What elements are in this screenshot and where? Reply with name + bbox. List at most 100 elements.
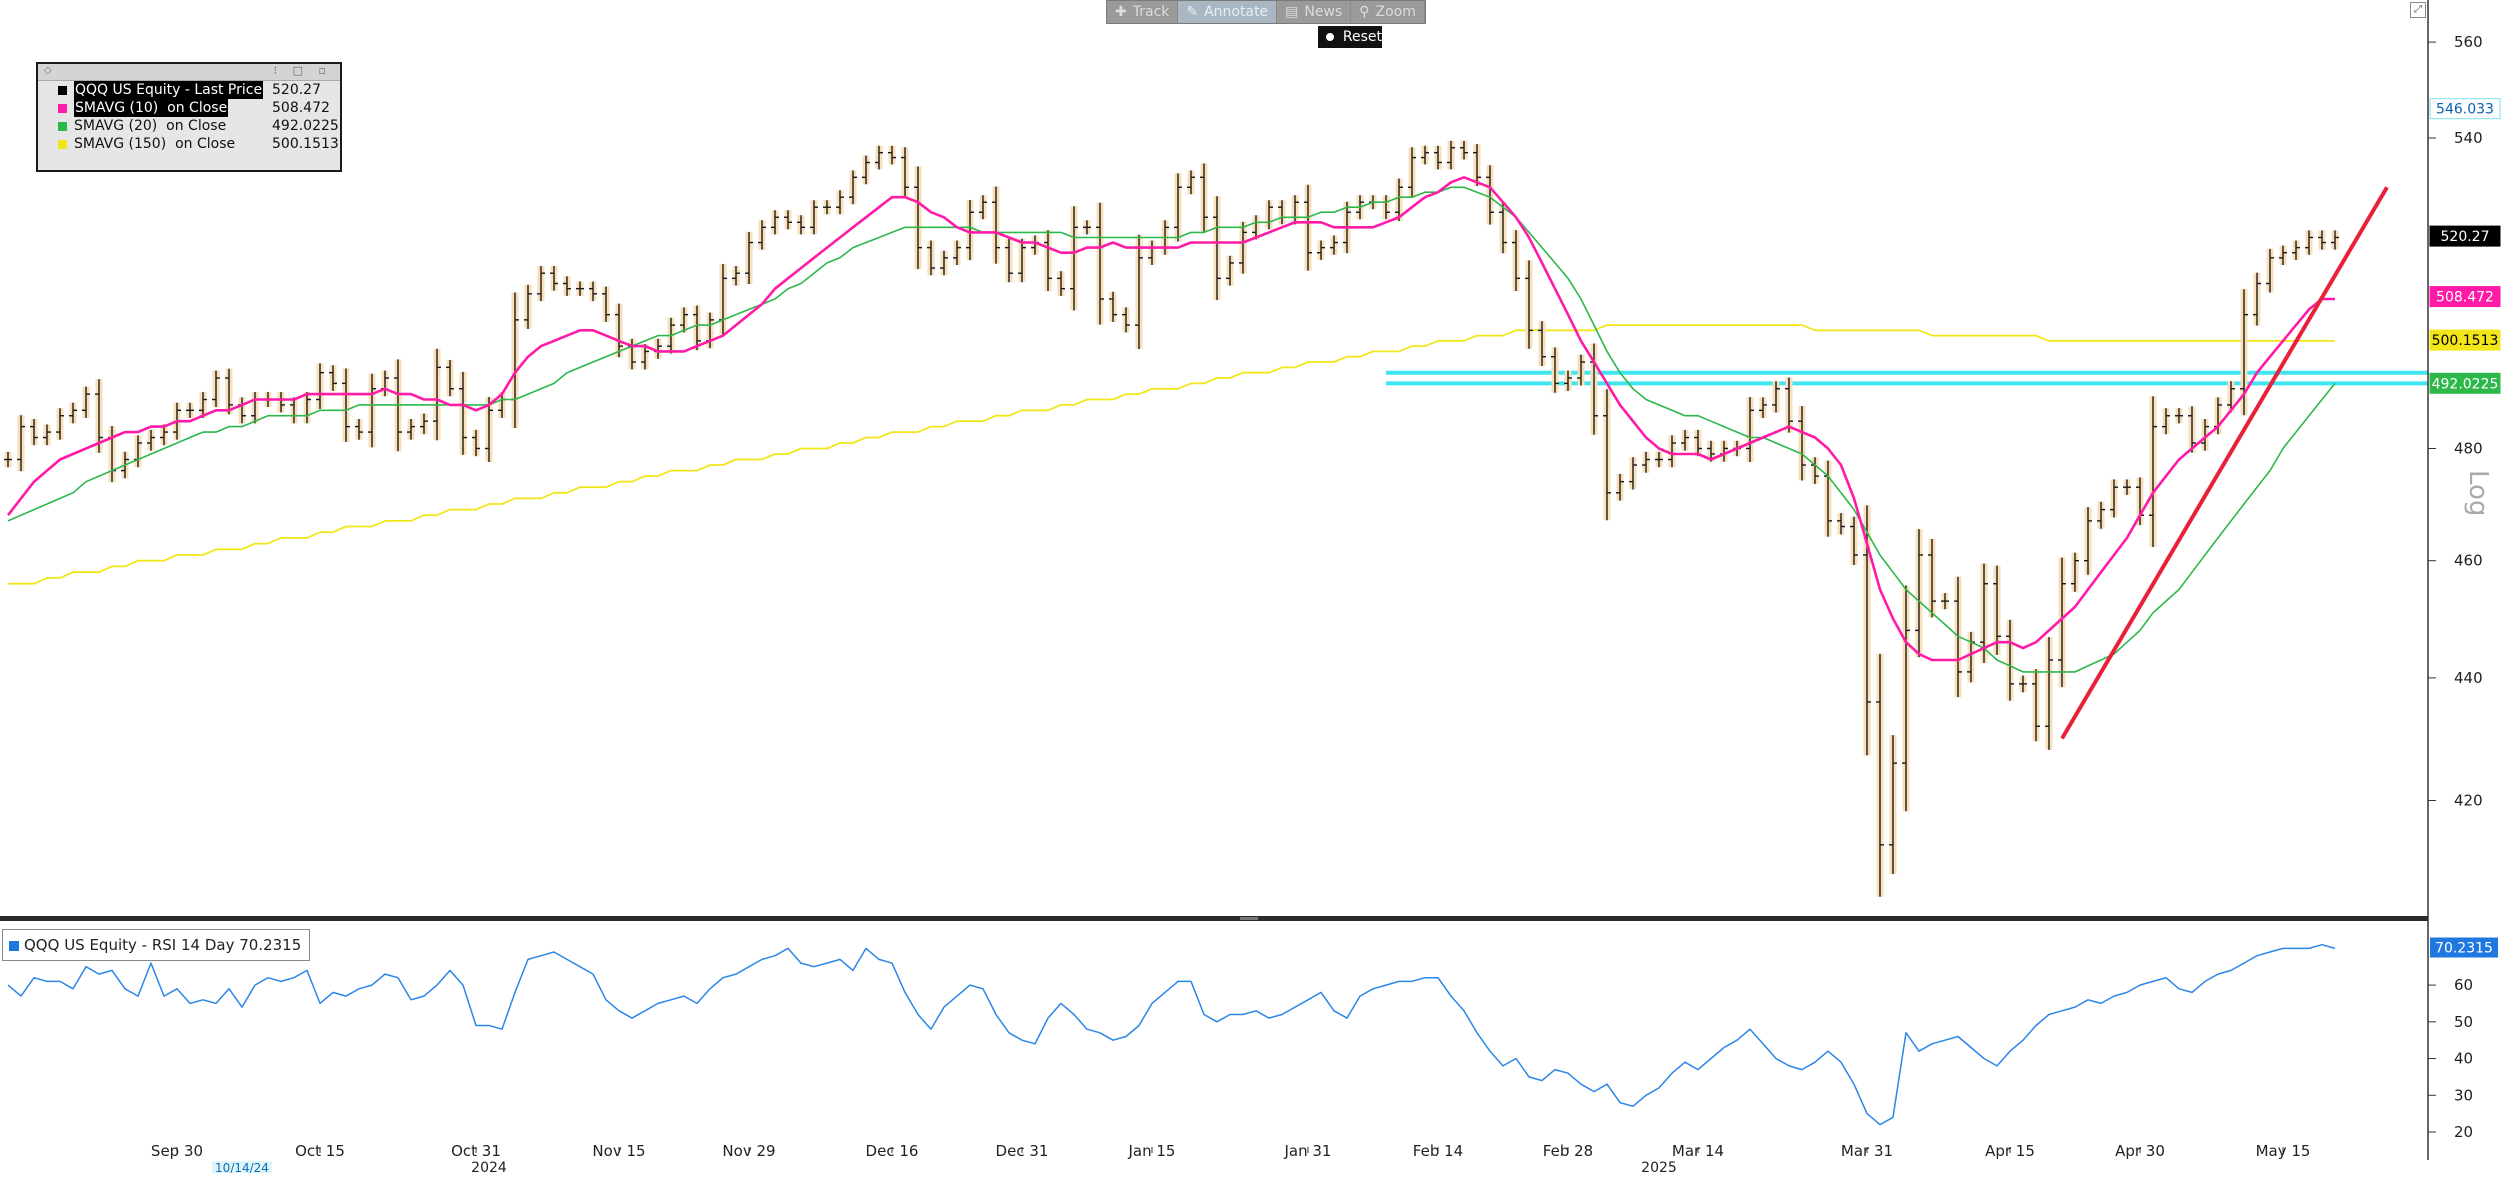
price-bar <box>1785 377 1793 433</box>
price-bar <box>1148 240 1156 265</box>
panel-divider <box>0 916 2428 921</box>
price-bar <box>2188 406 2196 453</box>
price-bar <box>1122 307 1130 333</box>
x-tick-label: Dec 31 <box>996 1142 1049 1160</box>
price-bar <box>1616 473 1624 501</box>
price-tag: 500.1513 <box>2432 333 2499 349</box>
rsi-tick-label: 50 <box>2454 1013 2473 1031</box>
price-tag: 520.27 <box>2441 229 2490 245</box>
price-bar <box>1473 144 1481 187</box>
price-bar <box>1668 435 1676 468</box>
legend-controls-icon[interactable]: ⁝ □ ▫ <box>273 64 332 77</box>
price-bar <box>524 284 532 330</box>
price-bar <box>277 391 285 413</box>
price-bar <box>56 408 64 440</box>
price-bar <box>1694 429 1702 457</box>
price-tag: 492.0225 <box>2432 376 2499 392</box>
price-bar <box>2032 669 2040 742</box>
price-bar <box>823 200 831 215</box>
legend-titlebar[interactable]: ◇ ⁝ □ ▫ <box>38 64 340 81</box>
price-bar <box>628 338 636 370</box>
maximize-icon[interactable]: ⤢ <box>2410 2 2426 18</box>
price-bar <box>1018 238 1026 283</box>
price-bar <box>784 210 792 230</box>
annotate-button[interactable]: ✎ Annotate <box>1178 1 1278 23</box>
rsi-legend[interactable]: QQQ US Equity - RSI 14 Day 70.2315 <box>2 929 311 961</box>
legend-item[interactable]: SMAVG (20) on Close 492.0225 <box>38 117 340 135</box>
price-bar <box>2123 479 2131 496</box>
price-bar <box>433 348 441 441</box>
legend-item[interactable]: SMAVG (10) on Close 508.472 <box>38 99 340 117</box>
price-bar <box>1824 460 1832 537</box>
x-tick-label: Mar 14 <box>1672 1142 1724 1160</box>
x-tick-label: Apr 30 <box>2115 1142 2165 1160</box>
price-bar <box>316 363 324 409</box>
price-bar <box>2162 408 2170 435</box>
price-bar <box>1603 389 1611 521</box>
price-bar <box>1642 451 1650 473</box>
price-bar <box>186 402 194 418</box>
price-bar <box>1278 200 1286 225</box>
price-bar <box>1798 405 1806 481</box>
annotate-label: Annotate <box>1204 4 1269 20</box>
price-bar <box>446 359 454 397</box>
legend-swatch <box>58 104 67 113</box>
price-bar <box>1096 202 1104 325</box>
price-bar <box>797 215 805 235</box>
price-bar <box>537 266 545 302</box>
pencil-icon: ✎ <box>1186 4 1199 20</box>
price-bar <box>2084 507 2092 575</box>
legend-item[interactable]: QQQ US Equity - Last Price 520.27 <box>38 81 340 99</box>
track-button[interactable]: ✚ Track <box>1107 1 1179 23</box>
zoom-label: Zoom <box>1375 4 1416 20</box>
legend-box[interactable]: ◇ ⁝ □ ▫ QQQ US Equity - Last Price 520.2… <box>36 62 342 172</box>
x-tick-label: Nov 29 <box>722 1142 775 1160</box>
price-bar <box>589 281 597 302</box>
price-bar <box>1395 178 1403 222</box>
price-bar <box>134 435 142 468</box>
price-bar <box>641 344 649 370</box>
price-bar <box>1044 230 1052 291</box>
price-bar <box>199 391 207 418</box>
price-bar <box>2058 557 2066 688</box>
legend-label: QQQ US Equity - Last Price <box>74 81 264 99</box>
rsi-tick-label: 20 <box>2454 1123 2473 1141</box>
year-label: 2025 <box>1641 1160 1677 1173</box>
price-bar <box>1551 347 1559 393</box>
x-tick-label: Feb 14 <box>1413 1142 1463 1160</box>
price-bar <box>2045 637 2053 750</box>
price-tag-bg <box>2429 98 2501 120</box>
x-tick-label: Oct 31 <box>451 1142 501 1160</box>
price-bar <box>368 373 376 448</box>
price-bar <box>1499 201 1507 254</box>
price-bar <box>1655 451 1663 468</box>
price-bar <box>225 368 233 415</box>
price-bar <box>1811 457 1819 484</box>
price-bar <box>1486 165 1494 225</box>
price-bar <box>771 210 779 235</box>
drag-handle-icon[interactable]: ◇ <box>44 65 52 76</box>
price-bar <box>407 418 415 440</box>
price-bar <box>1759 397 1767 418</box>
price-bar <box>1915 529 1923 658</box>
price-bar <box>212 370 220 408</box>
price-bar <box>1941 592 1949 610</box>
reset-button[interactable]: Reset <box>1318 26 1382 48</box>
price-tag-bg <box>2429 372 2501 394</box>
news-button[interactable]: ▤ News <box>1277 1 1352 23</box>
x-tick-label: May 15 <box>2256 1142 2311 1160</box>
zoom-button[interactable]: ⚲ Zoom <box>1351 1 1425 23</box>
price-bar <box>1408 147 1416 198</box>
price-bar <box>849 170 857 205</box>
price-bar <box>2227 381 2235 413</box>
price-tag: 508.472 <box>2436 290 2494 306</box>
price-bar <box>1525 260 1533 349</box>
price-bar <box>1512 230 1520 291</box>
price-tag-bg <box>2429 225 2501 247</box>
price-bar <box>1031 235 1039 255</box>
price-bar <box>1629 457 1637 490</box>
news-icon: ▤ <box>1285 4 1299 20</box>
legend-item[interactable]: SMAVG (150) on Close 500.1513 <box>38 135 340 153</box>
